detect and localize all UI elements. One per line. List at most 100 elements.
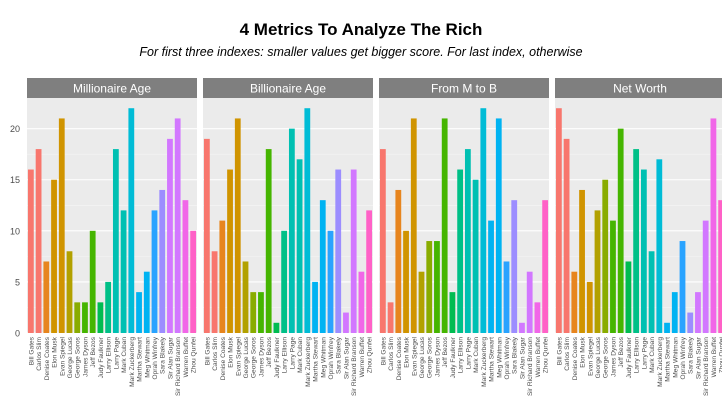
bar	[679, 241, 686, 333]
bar	[671, 292, 678, 333]
bar	[51, 179, 57, 333]
bar	[555, 108, 562, 333]
x-tick-label: George Lucas	[419, 336, 426, 378]
bar	[66, 251, 73, 333]
bar	[563, 138, 570, 333]
x-tick-label: Jeff Bezos	[90, 336, 97, 367]
bar	[350, 169, 357, 333]
x-tick-label: Mark Cuban	[473, 337, 480, 373]
x-tick-label: Mark Cuban	[297, 337, 304, 373]
x-tick-label: George Lucas	[243, 336, 250, 378]
x-tick-label: James Dyson	[610, 337, 617, 377]
bar	[43, 261, 50, 333]
x-tick-label: Larry Page	[465, 337, 472, 370]
bar	[273, 322, 280, 333]
bar	[151, 210, 158, 333]
bar	[534, 302, 541, 333]
bar	[112, 149, 119, 333]
x-tick-label: George Soros	[251, 336, 258, 378]
y-tick-label: 15	[10, 175, 20, 185]
bar	[594, 210, 601, 333]
x-tick-label: Jeff Bezos	[442, 336, 449, 367]
x-tick-label: Bill Gates	[204, 336, 211, 365]
x-tick-label: Martha Stewart	[137, 337, 144, 382]
x-tick-label: Denise Coates	[44, 336, 51, 380]
bar	[511, 200, 518, 333]
bar	[488, 220, 494, 333]
x-tick-label: Larry Ellison	[634, 337, 641, 374]
bar	[327, 230, 334, 333]
bar	[542, 200, 549, 333]
x-tick-label: Sir Alan Sugar	[167, 336, 174, 379]
x-tick-label: Sir Richard Branson	[703, 337, 710, 396]
x-tick-label: Mark Zuckerberg	[657, 337, 664, 387]
x-tick-label: Oprah Winfrey	[328, 336, 335, 379]
bar	[242, 261, 249, 333]
bar	[687, 312, 694, 333]
x-tick-label: Larry Page	[113, 337, 120, 370]
facet-strip	[203, 78, 373, 98]
x-tick-label: Mark Cuban	[649, 337, 656, 373]
bar	[480, 108, 487, 333]
bar	[633, 149, 640, 333]
x-tick-label: Sir Richard Branson	[175, 337, 182, 396]
bar	[35, 149, 42, 333]
bar	[579, 189, 585, 333]
x-tick-label: Sir Alan Sugar	[343, 336, 350, 379]
bar	[434, 241, 440, 333]
bar	[366, 210, 373, 333]
x-tick-label: Zhou Qunfei	[719, 336, 722, 373]
x-tick-label: George Soros	[603, 336, 610, 378]
x-tick-label: Denise Coates	[572, 336, 579, 380]
bar	[182, 200, 189, 333]
x-tick-label: Meg Whitman	[320, 337, 327, 378]
x-tick-label: Oprah Winfrey	[504, 336, 511, 379]
bar	[710, 118, 717, 333]
bar	[403, 230, 409, 333]
x-tick-label: Martha Stewart	[665, 337, 672, 382]
bar	[58, 118, 65, 333]
facet-strip-label: Billionaire Age	[250, 82, 326, 96]
bar	[617, 128, 624, 333]
x-tick-label: Carlos Slim	[388, 337, 395, 371]
bar	[495, 118, 502, 333]
bar	[136, 292, 142, 333]
bar	[358, 271, 365, 333]
bar	[457, 169, 464, 333]
x-tick-label: Sara Blakely	[336, 336, 343, 374]
bar	[648, 251, 655, 333]
x-tick-label: George Lucas	[595, 336, 602, 378]
x-tick-label: Elon Musk	[580, 336, 587, 367]
x-tick-label: Denise Coates	[396, 336, 403, 380]
x-tick-label: James Dyson	[82, 337, 89, 377]
bar	[319, 200, 326, 333]
x-tick-label: Carlos Slim	[564, 337, 571, 371]
x-tick-label: Denise Coates	[220, 336, 227, 380]
bar	[304, 108, 311, 333]
x-tick-label: James Dyson	[434, 337, 441, 377]
bar	[410, 118, 417, 333]
bar	[143, 271, 150, 333]
bar	[472, 179, 479, 333]
x-tick-label: Evan Spiegel	[411, 336, 418, 375]
y-tick-label: 10	[10, 226, 20, 236]
bar	[167, 138, 173, 333]
bar	[656, 159, 663, 333]
x-tick-label: Judy Faulkner	[450, 336, 457, 378]
x-tick-label: George Lucas	[67, 336, 74, 378]
x-tick-label: Jeff Bezos	[618, 336, 625, 367]
x-tick-label: Zhou Qunfei	[543, 336, 550, 373]
y-tick-label: 5	[15, 277, 20, 287]
bar	[128, 108, 135, 333]
x-tick-label: George Soros	[427, 336, 434, 378]
bar	[219, 220, 226, 333]
x-tick-label: Meg Whitman	[144, 337, 151, 378]
bar	[426, 241, 433, 333]
bar	[281, 230, 288, 333]
bar	[227, 169, 233, 333]
bar	[602, 179, 609, 333]
bar	[640, 169, 647, 333]
x-tick-label: Larry Ellison	[106, 337, 113, 374]
x-tick-label: Elon Musk	[228, 336, 235, 367]
x-tick-label: Meg Whitman	[672, 337, 679, 378]
